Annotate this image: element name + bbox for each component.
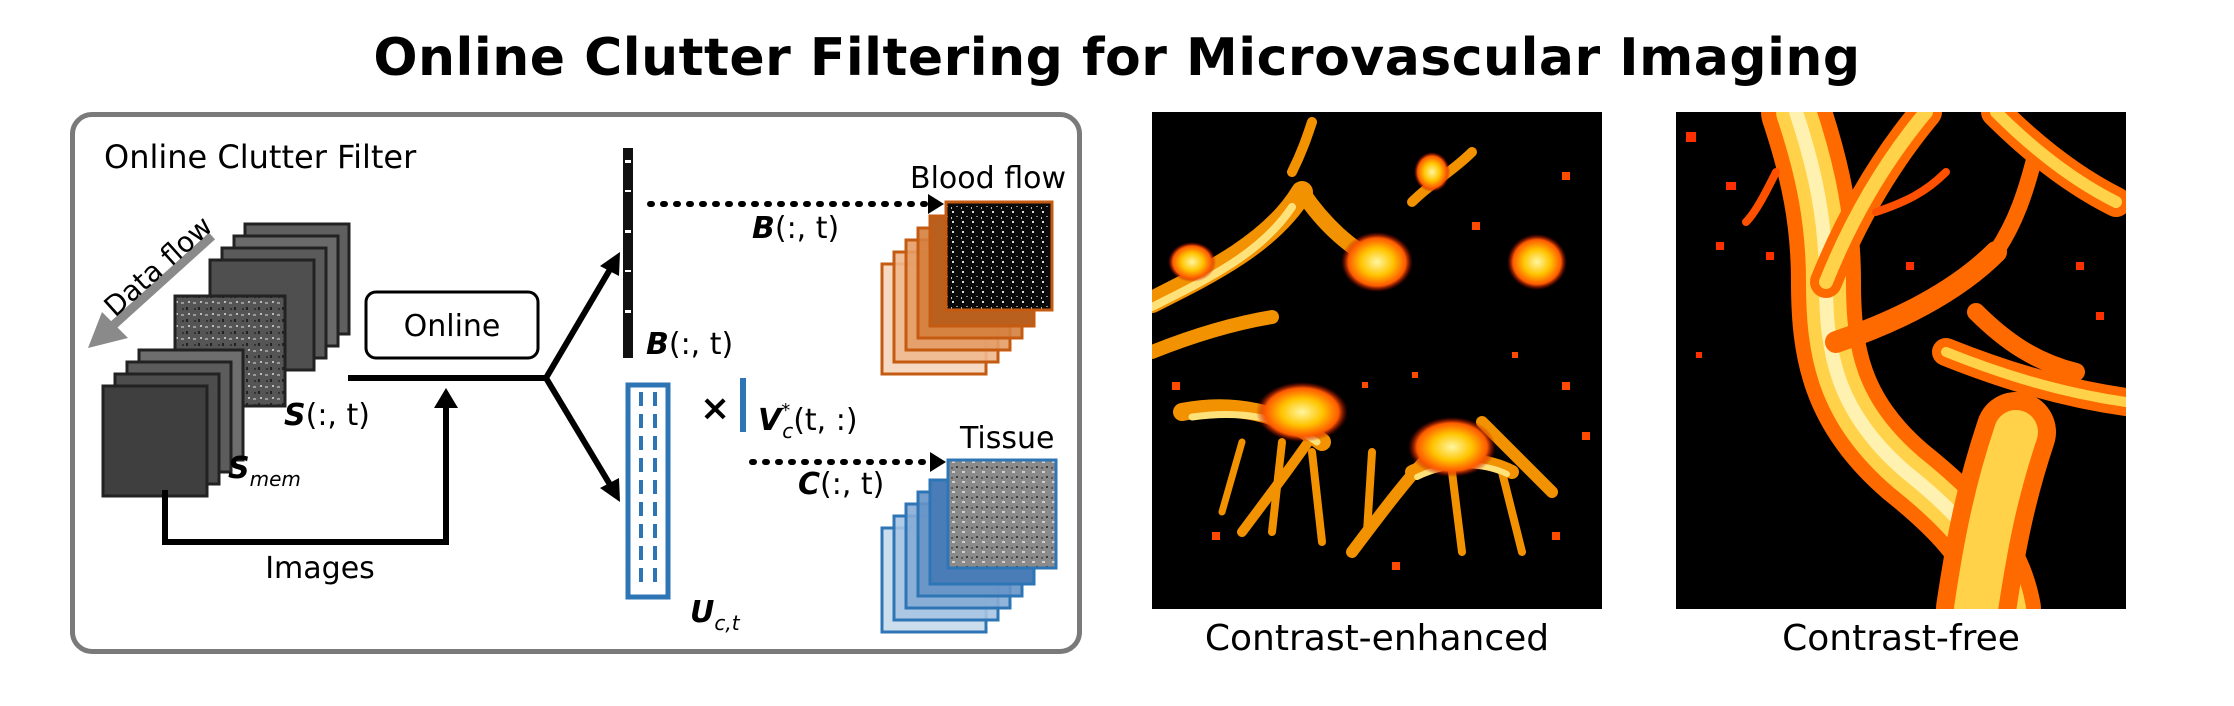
tissue-label: Tissue [959, 421, 1054, 456]
panel-title: Online Clutter Filter [104, 138, 417, 176]
split-arrowheads [600, 252, 620, 502]
b-vector-bar [623, 148, 633, 358]
smem-label: Smem [228, 451, 301, 491]
u-matrix [625, 382, 671, 600]
online-box[interactable] [364, 290, 540, 360]
times-symbol: × [700, 388, 730, 429]
figure-title: Online Clutter Filtering for Microvascul… [373, 28, 1861, 88]
u-label: Uc,t [690, 595, 741, 635]
c-dotted-arrow [749, 452, 946, 472]
v-label: V* c(t, :) [758, 400, 858, 443]
frame-stack-front [101, 348, 245, 498]
caption-contrast-free: Contrast-free [1782, 618, 2020, 659]
v-vector-bar [740, 378, 746, 432]
arrowheads [434, 388, 458, 408]
data-flow-arrow [88, 232, 216, 348]
b-label: B(:, t) [646, 327, 733, 362]
split-arrows [543, 264, 615, 490]
c-arrow-label: C(:, t) [798, 467, 884, 502]
tissue-stack [880, 458, 1058, 634]
flow-lines [162, 375, 546, 545]
caption-contrast-enhanced: Contrast-enhanced [1204, 618, 1550, 659]
images-label: Images [265, 551, 375, 586]
blood-flow-stack [880, 200, 1054, 376]
contrast-free-image [1676, 112, 2126, 609]
contrast-enhanced-image [1152, 112, 1602, 609]
b-arrow-label: B(:, t) [752, 211, 839, 246]
blood-flow-label: Blood flow [910, 161, 1066, 196]
online-label: Online [404, 309, 501, 344]
b-dotted-arrow [647, 194, 944, 214]
s-label: S(:, t) [284, 398, 370, 433]
